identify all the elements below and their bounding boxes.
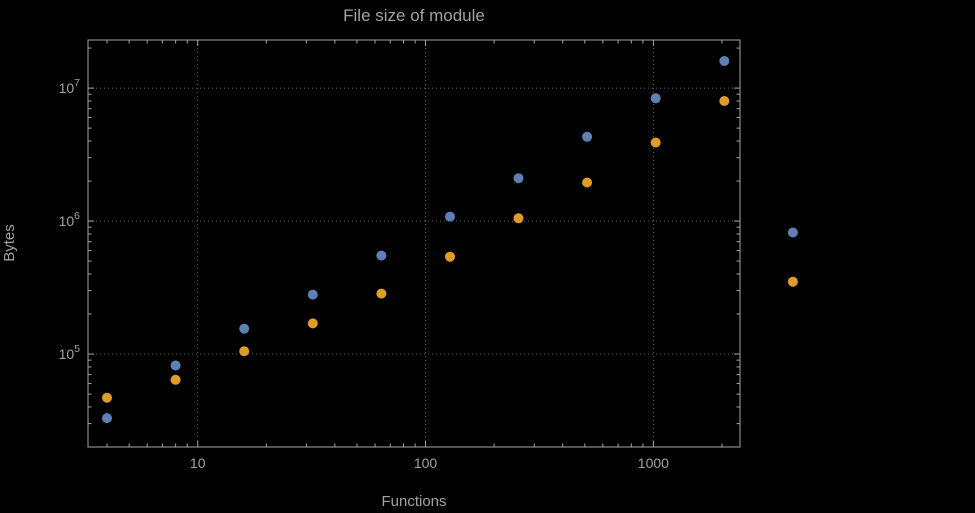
axis-ticks <box>88 40 740 448</box>
data-point-series-blue <box>582 131 593 142</box>
data-point-series-blue <box>513 173 524 184</box>
x-tick-label: 10 <box>190 455 206 471</box>
plot-frame <box>87 39 741 448</box>
y-axis-label: Bytes <box>1 224 18 262</box>
y-tick-label: 105 <box>59 343 81 362</box>
data-point-series-orange <box>307 318 318 329</box>
y-tick-label: 107 <box>59 77 81 96</box>
data-point-series-orange <box>650 137 661 148</box>
data-point-series-blue <box>719 56 730 66</box>
chart-title: File size of module <box>343 6 485 25</box>
data-point-series-orange <box>719 96 730 106</box>
x-tick-label: 1000 <box>638 455 669 471</box>
tick-labels: 10 100 1000 105 106 107 <box>59 77 670 471</box>
data-point-series-orange <box>445 251 455 262</box>
data-point-series-blue <box>787 227 798 238</box>
data-point-series-orange <box>582 177 593 188</box>
x-axis-label: Functions <box>381 493 446 510</box>
data-point-series-blue <box>102 413 112 424</box>
data-point-series-blue <box>650 93 661 104</box>
data-point-series-orange <box>239 346 250 357</box>
data-point-series-orange <box>170 374 181 385</box>
x-tick-label: 100 <box>414 455 438 471</box>
data-point-series-blue <box>376 250 387 261</box>
data-point-series-blue <box>307 289 318 300</box>
grid-lines <box>88 40 740 447</box>
data-points <box>102 56 798 424</box>
data-point-series-blue <box>170 360 181 371</box>
data-point-series-orange <box>376 288 387 299</box>
y-tick-label: 106 <box>59 210 81 229</box>
data-point-series-blue <box>445 211 455 222</box>
data-point-series-orange <box>513 213 524 224</box>
data-point-series-orange <box>102 392 112 403</box>
data-point-series-orange <box>787 276 798 287</box>
data-point-series-blue <box>239 323 250 334</box>
